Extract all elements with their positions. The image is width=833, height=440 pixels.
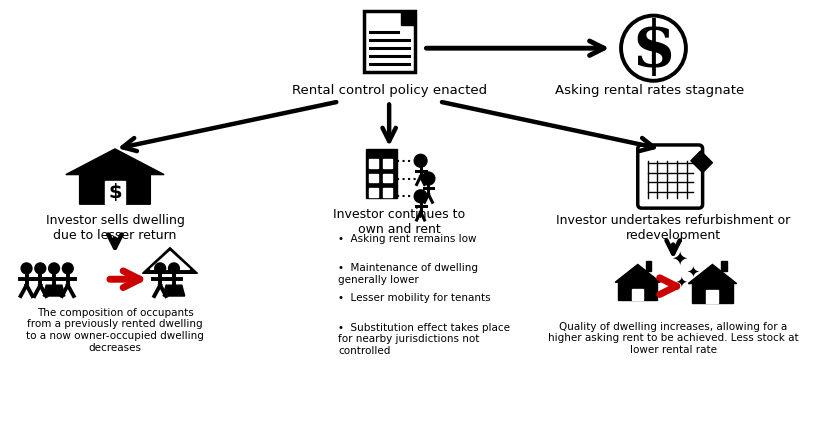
Circle shape	[48, 263, 59, 274]
FancyBboxPatch shape	[370, 174, 378, 183]
FancyBboxPatch shape	[366, 149, 397, 198]
Circle shape	[155, 263, 166, 274]
Polygon shape	[401, 11, 415, 25]
Polygon shape	[43, 285, 65, 296]
Text: Investor continues to
own and rent: Investor continues to own and rent	[333, 208, 465, 236]
Text: Asking rental rates stagnate: Asking rental rates stagnate	[555, 84, 744, 97]
FancyBboxPatch shape	[638, 145, 702, 208]
FancyBboxPatch shape	[721, 261, 727, 271]
Text: The composition of occupants
from a previously rented dwelling
to a now owner-oc: The composition of occupants from a prev…	[26, 308, 204, 353]
FancyBboxPatch shape	[363, 11, 415, 72]
FancyBboxPatch shape	[691, 283, 733, 303]
Circle shape	[422, 172, 435, 185]
Text: ✦: ✦	[676, 277, 687, 291]
Text: Quality of dwelling increases, allowing for a
higher asking rent to be achieved.: Quality of dwelling increases, allowing …	[548, 322, 799, 355]
Circle shape	[21, 263, 32, 274]
Text: •  Maintenance of dwelling
generally lower: • Maintenance of dwelling generally lowe…	[338, 264, 478, 285]
FancyBboxPatch shape	[383, 188, 392, 197]
FancyBboxPatch shape	[706, 290, 719, 303]
FancyBboxPatch shape	[370, 159, 378, 168]
Polygon shape	[688, 264, 736, 283]
Circle shape	[414, 190, 427, 203]
FancyBboxPatch shape	[370, 188, 378, 197]
Text: •  Asking rent remains low: • Asking rent remains low	[338, 234, 476, 244]
Circle shape	[62, 263, 73, 274]
Text: •  Lesser mobility for tenants: • Lesser mobility for tenants	[338, 293, 491, 303]
Text: •  Substitution effect takes place
for nearby jurisdictions not
controlled: • Substitution effect takes place for ne…	[338, 323, 510, 356]
Text: $: $	[631, 18, 676, 79]
FancyBboxPatch shape	[632, 289, 643, 300]
Text: $: $	[108, 183, 122, 202]
Polygon shape	[142, 248, 197, 273]
FancyBboxPatch shape	[383, 159, 392, 168]
Polygon shape	[150, 252, 190, 269]
FancyBboxPatch shape	[646, 261, 651, 271]
Circle shape	[168, 263, 179, 274]
Polygon shape	[163, 285, 185, 296]
Polygon shape	[616, 264, 661, 282]
FancyBboxPatch shape	[618, 282, 657, 300]
Text: ✦: ✦	[686, 265, 699, 280]
FancyBboxPatch shape	[105, 180, 125, 204]
Polygon shape	[66, 149, 164, 204]
Text: Investor undertakes refurbishment or
redevelopment: Investor undertakes refurbishment or red…	[556, 214, 791, 242]
Circle shape	[35, 263, 46, 274]
Text: Rental control policy enacted: Rental control policy enacted	[292, 84, 486, 97]
Circle shape	[414, 154, 427, 167]
Text: ✦: ✦	[671, 249, 687, 268]
Text: Investor sells dwelling
due to lesser return: Investor sells dwelling due to lesser re…	[46, 214, 184, 242]
FancyBboxPatch shape	[383, 174, 392, 183]
Polygon shape	[691, 151, 712, 172]
